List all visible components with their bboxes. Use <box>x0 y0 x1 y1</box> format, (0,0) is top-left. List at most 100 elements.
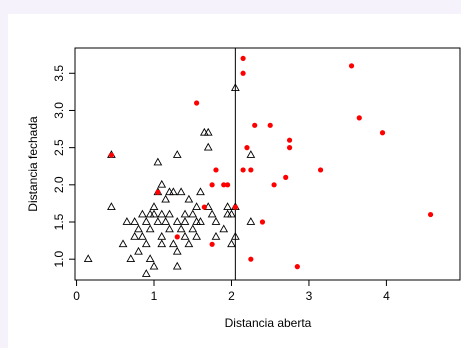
point <box>184 194 194 203</box>
point <box>230 231 240 240</box>
point <box>240 70 246 76</box>
point <box>130 217 140 225</box>
y-tick-label: 1.0 <box>52 251 66 268</box>
point <box>219 224 229 233</box>
point <box>180 217 190 225</box>
point <box>246 150 256 158</box>
point <box>149 209 159 218</box>
point <box>169 187 178 196</box>
y-tick-label: 3.5 <box>52 65 66 82</box>
point <box>172 261 182 270</box>
x-tick-label: 3 <box>306 289 313 303</box>
point <box>149 202 159 210</box>
point <box>165 224 174 233</box>
point <box>141 239 151 248</box>
point <box>134 246 143 255</box>
point <box>172 246 182 255</box>
point <box>211 217 221 225</box>
point <box>172 217 182 225</box>
point <box>169 239 178 248</box>
point <box>83 254 93 263</box>
point <box>161 194 171 203</box>
point <box>203 127 213 136</box>
point <box>138 231 147 240</box>
point <box>240 167 246 173</box>
point <box>225 182 231 188</box>
point <box>259 219 266 225</box>
point <box>271 182 277 188</box>
point <box>230 83 240 92</box>
point <box>283 174 289 180</box>
point <box>286 137 293 143</box>
point <box>244 145 250 151</box>
point <box>427 211 434 218</box>
point <box>153 157 163 166</box>
y-axis-label: Distancia fechada <box>26 116 40 212</box>
point <box>213 167 219 173</box>
point <box>223 202 232 210</box>
point <box>165 209 174 218</box>
point <box>221 182 227 188</box>
point <box>145 224 155 233</box>
point <box>130 231 140 240</box>
point <box>207 209 217 218</box>
point <box>107 202 116 210</box>
point <box>317 167 324 173</box>
point <box>267 122 273 128</box>
x-tick-label: 2 <box>228 289 235 303</box>
plot-background <box>8 14 461 348</box>
point <box>196 187 205 196</box>
point <box>161 217 171 225</box>
y-tick-label: 3.0 <box>52 102 66 119</box>
point <box>149 261 159 270</box>
point <box>184 239 194 248</box>
point <box>248 167 254 173</box>
point <box>203 142 213 151</box>
point <box>157 209 167 218</box>
point <box>192 202 201 210</box>
x-tick-label: 4 <box>383 289 390 303</box>
point <box>252 122 258 128</box>
point <box>248 256 254 262</box>
point <box>157 179 167 188</box>
point <box>294 264 300 270</box>
point <box>188 209 198 218</box>
point <box>227 239 236 248</box>
point <box>118 239 128 248</box>
point <box>126 254 136 263</box>
point <box>172 150 182 158</box>
x-axis-label: Distancia aberta <box>225 316 312 330</box>
point <box>174 234 180 240</box>
y-tick-label: 1.5 <box>52 213 66 230</box>
y-tick-label: 2.5 <box>52 139 66 156</box>
point <box>240 55 246 62</box>
point <box>138 209 147 218</box>
point <box>153 217 163 225</box>
point <box>209 182 215 188</box>
point <box>134 224 143 233</box>
point <box>286 145 293 151</box>
point <box>141 217 151 225</box>
point <box>192 217 201 225</box>
point <box>157 231 167 240</box>
point <box>176 187 186 196</box>
point <box>211 231 221 240</box>
point <box>356 115 362 121</box>
point <box>188 224 198 233</box>
x-tick-label: 1 <box>151 289 158 303</box>
point <box>141 269 151 277</box>
point <box>145 254 155 263</box>
point <box>194 100 200 106</box>
point <box>201 204 207 210</box>
point <box>227 209 236 218</box>
point <box>180 231 190 240</box>
point <box>348 63 355 69</box>
x-tick-label: 0 <box>73 289 80 303</box>
point <box>232 204 238 210</box>
y-tick-label: 2.0 <box>52 176 66 193</box>
point <box>246 217 256 225</box>
point <box>379 130 386 136</box>
point <box>108 152 115 158</box>
